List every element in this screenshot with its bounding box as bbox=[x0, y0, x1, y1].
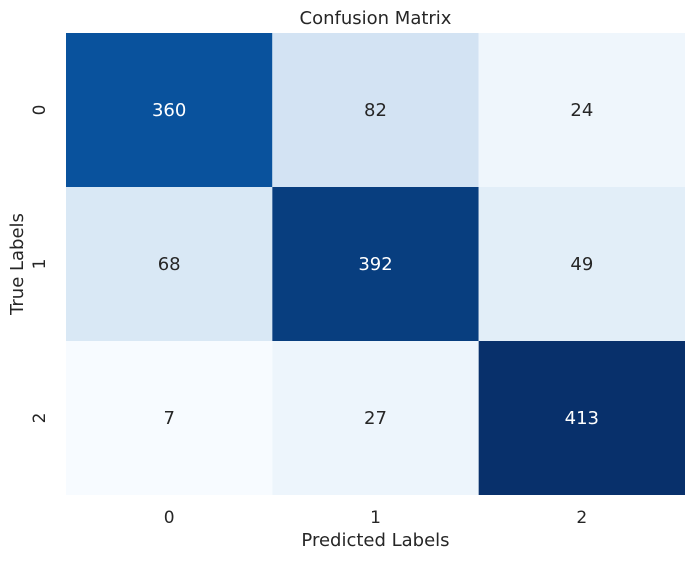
heatmap-value-2-0: 7 bbox=[163, 408, 174, 429]
heatmap-cell-0-2 bbox=[478, 33, 685, 187]
y-tick-label-1: 1 bbox=[30, 259, 50, 270]
x-axis-label: Predicted Labels bbox=[301, 530, 449, 551]
heatmap-cell-0-0 bbox=[66, 33, 273, 187]
heatmap-value-2-1: 27 bbox=[364, 408, 387, 429]
heatmap-value-0-0: 360 bbox=[152, 100, 186, 121]
x-tick-label-1: 1 bbox=[370, 508, 381, 528]
heatmap-cell-1-0 bbox=[66, 187, 273, 341]
heatmap-cell-0-1 bbox=[272, 33, 479, 187]
heatmap-cell-2-2 bbox=[478, 341, 685, 495]
y-axis-ticks: 0 1 2 bbox=[30, 105, 50, 424]
heatmap-value-0-1: 82 bbox=[364, 100, 387, 121]
heatmap-value-2-2: 413 bbox=[565, 408, 599, 429]
heatmap-cell-1-1 bbox=[272, 187, 479, 341]
chart-title: Confusion Matrix bbox=[300, 8, 452, 29]
heatmap-cells bbox=[66, 33, 685, 495]
heatmap-value-1-2: 49 bbox=[570, 254, 593, 275]
x-axis-ticks: 0 1 2 bbox=[164, 508, 587, 528]
heatmap-value-1-1: 392 bbox=[358, 254, 392, 275]
x-tick-label-2: 2 bbox=[576, 508, 587, 528]
y-tick-label-2: 2 bbox=[30, 413, 50, 424]
x-tick-label-0: 0 bbox=[164, 508, 175, 528]
heatmap-value-0-2: 24 bbox=[570, 100, 593, 121]
heatmap-cell-2-0 bbox=[66, 341, 273, 495]
heatmap-values: 360 82 24 68 392 49 7 27 413 bbox=[152, 100, 599, 429]
heatmap-cell-2-1 bbox=[272, 341, 479, 495]
heatmap-cell-1-2 bbox=[478, 187, 685, 341]
y-tick-label-0: 0 bbox=[30, 105, 50, 116]
heatmap-value-1-0: 68 bbox=[158, 254, 181, 275]
y-axis-label: True Labels bbox=[7, 213, 28, 316]
